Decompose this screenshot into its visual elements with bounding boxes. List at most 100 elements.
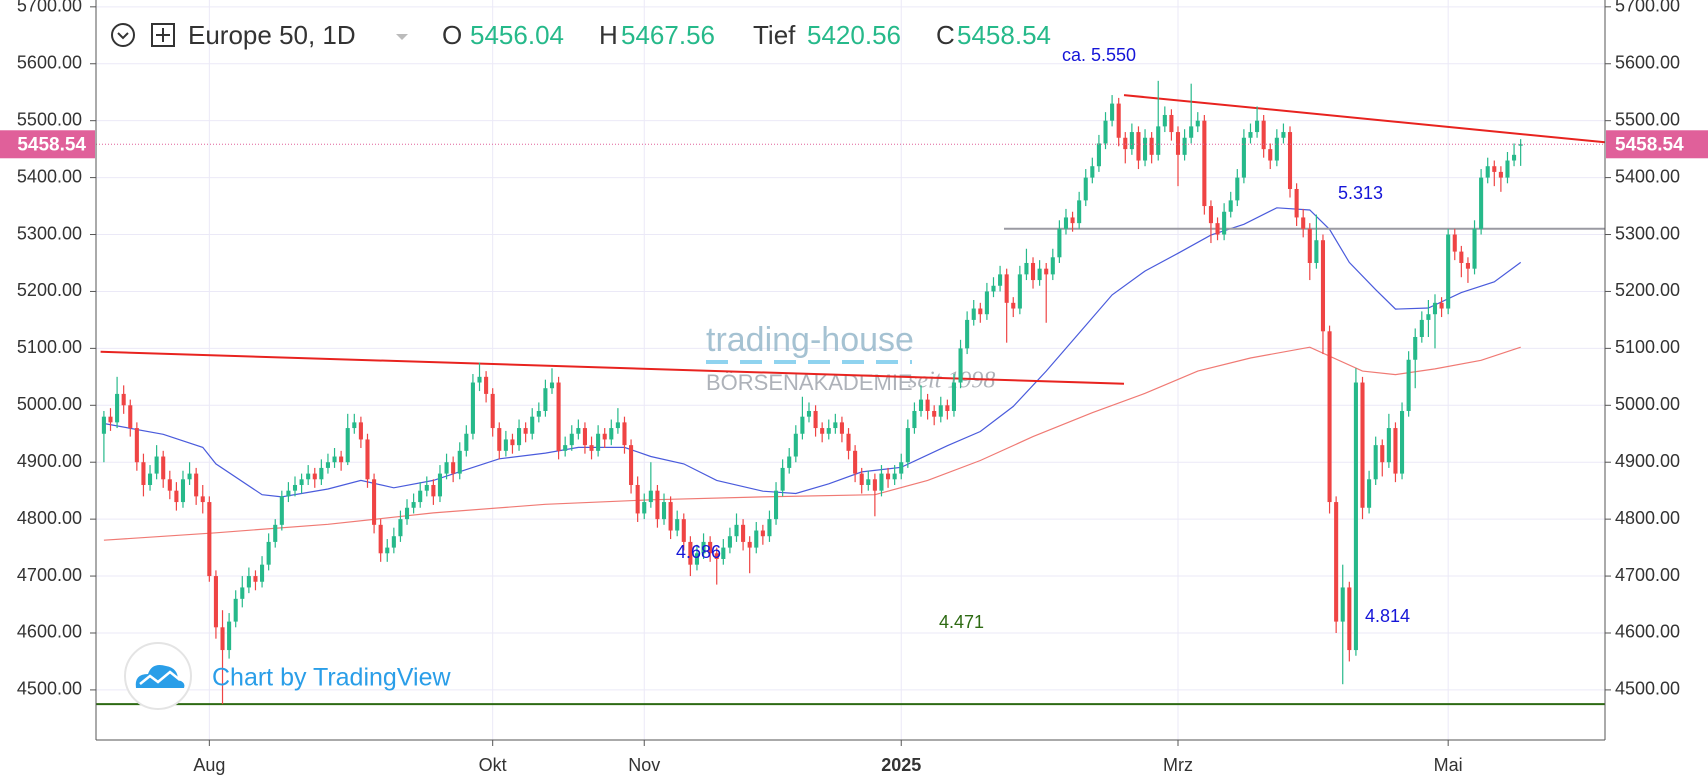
- annotation: 4.471: [939, 612, 984, 632]
- candle-body: [1512, 154, 1517, 161]
- candle-body: [708, 541, 713, 554]
- open-label: O: [442, 20, 462, 50]
- candle-body: [1268, 149, 1273, 161]
- tradingview-credit[interactable]: Chart by TradingView: [124, 642, 451, 710]
- y2-tick-label: 5400.00: [1615, 166, 1680, 186]
- candle-body: [569, 433, 574, 446]
- candle-body: [1030, 262, 1036, 281]
- x-tick-label: Okt: [479, 755, 507, 775]
- candle-body: [1077, 200, 1082, 224]
- candle-body: [925, 399, 930, 411]
- candle-body: [747, 541, 752, 548]
- candle-body: [958, 348, 963, 383]
- annotation: 4.686: [676, 542, 721, 562]
- annotation-line: [1123, 94, 1606, 144]
- x-tick-label: Nov: [628, 755, 660, 775]
- candle-body: [721, 547, 726, 559]
- candle-body: [965, 319, 970, 349]
- candle-body: [1459, 251, 1464, 263]
- collapse-chevron: [117, 32, 129, 40]
- candle-body: [1479, 177, 1484, 229]
- candle-body: [1360, 382, 1365, 508]
- candle-body: [161, 456, 166, 480]
- y-tick-label: 5700.00: [17, 0, 82, 16]
- symbol-dropdown[interactable]: [396, 34, 408, 40]
- candle-body: [517, 428, 522, 446]
- candle-body: [1301, 217, 1306, 229]
- candle-body: [734, 524, 739, 537]
- candle-body: [1248, 132, 1253, 138]
- y-tick-label: 5000.00: [17, 394, 82, 414]
- candle-body: [1386, 428, 1391, 463]
- candle-body: [167, 479, 172, 491]
- candle-body: [1347, 587, 1352, 651]
- candle-body: [1175, 132, 1181, 155]
- candle-body: [773, 490, 779, 520]
- candle-body: [806, 410, 812, 417]
- candle-body: [1353, 382, 1358, 651]
- symbol[interactable]: Europe 50, 1D: [188, 20, 356, 50]
- candle-body: [213, 576, 218, 628]
- annotation: 4.814: [1365, 606, 1410, 626]
- candle-body: [905, 428, 910, 463]
- candle-body: [1505, 160, 1510, 178]
- candle-body: [629, 445, 634, 485]
- candle-body: [971, 308, 976, 320]
- candle-body: [1129, 132, 1134, 150]
- candle-body: [1274, 137, 1279, 161]
- candle-body: [1156, 126, 1161, 155]
- candle-body: [339, 456, 344, 463]
- candle-body: [839, 422, 844, 434]
- candle-body: [655, 490, 660, 520]
- candle-body: [714, 553, 719, 559]
- annotation: ca. 5.550: [1062, 45, 1136, 65]
- candle-body: [675, 519, 680, 531]
- candle-body: [872, 479, 877, 491]
- y-tick-label: 4600.00: [17, 622, 82, 642]
- candle-body: [1452, 234, 1457, 252]
- candle-body: [556, 382, 561, 451]
- candle-body: [101, 416, 106, 434]
- candle-body: [220, 627, 225, 651]
- candle-body: [1063, 217, 1069, 229]
- candle-body: [760, 530, 765, 537]
- candle-body: [1011, 302, 1016, 309]
- candle-body: [240, 587, 245, 599]
- candle-body: [1406, 359, 1411, 411]
- y2-tick-label: 5100.00: [1615, 337, 1680, 357]
- y-tick-label: 4700.00: [17, 565, 82, 585]
- y2-tick-label: 4700.00: [1615, 565, 1680, 585]
- header: Europe 50, 1D O 5456.04 H 5467.56 Tief 5…: [111, 20, 1051, 50]
- candle-body: [1281, 132, 1286, 138]
- y-tick-label: 5400.00: [17, 166, 82, 186]
- candle-body: [1044, 268, 1049, 275]
- candle-body: [536, 410, 541, 417]
- candle-body: [582, 428, 587, 446]
- y-tick-label: 4800.00: [17, 508, 82, 528]
- y2-tick-label: 4900.00: [1615, 451, 1680, 471]
- candle-body: [1419, 319, 1424, 337]
- candle-body: [444, 462, 449, 474]
- candle-body: [833, 422, 838, 429]
- candle-body: [859, 473, 864, 485]
- candle-body: [1162, 114, 1167, 127]
- candle-body: [1446, 234, 1451, 309]
- candle-body: [813, 410, 818, 429]
- collapse-icon[interactable]: [111, 23, 135, 47]
- candle-body: [503, 439, 508, 451]
- compare-icon[interactable]: [151, 23, 175, 47]
- candle-body: [642, 502, 647, 514]
- candle-body: [1017, 274, 1022, 309]
- candle-body: [1320, 240, 1326, 332]
- credit-text[interactable]: Chart by TradingView: [212, 664, 451, 692]
- candle-body: [694, 553, 700, 565]
- annotation: 5.313: [1338, 183, 1383, 203]
- candle-body: [365, 439, 370, 480]
- y2-tick-label: 5700.00: [1615, 0, 1680, 16]
- candle-body: [115, 393, 120, 423]
- candle-body: [1340, 587, 1345, 622]
- candle-body: [200, 496, 205, 503]
- close-value: 5458.54: [957, 20, 1051, 50]
- candle-body: [543, 388, 548, 411]
- candle-body: [741, 524, 746, 542]
